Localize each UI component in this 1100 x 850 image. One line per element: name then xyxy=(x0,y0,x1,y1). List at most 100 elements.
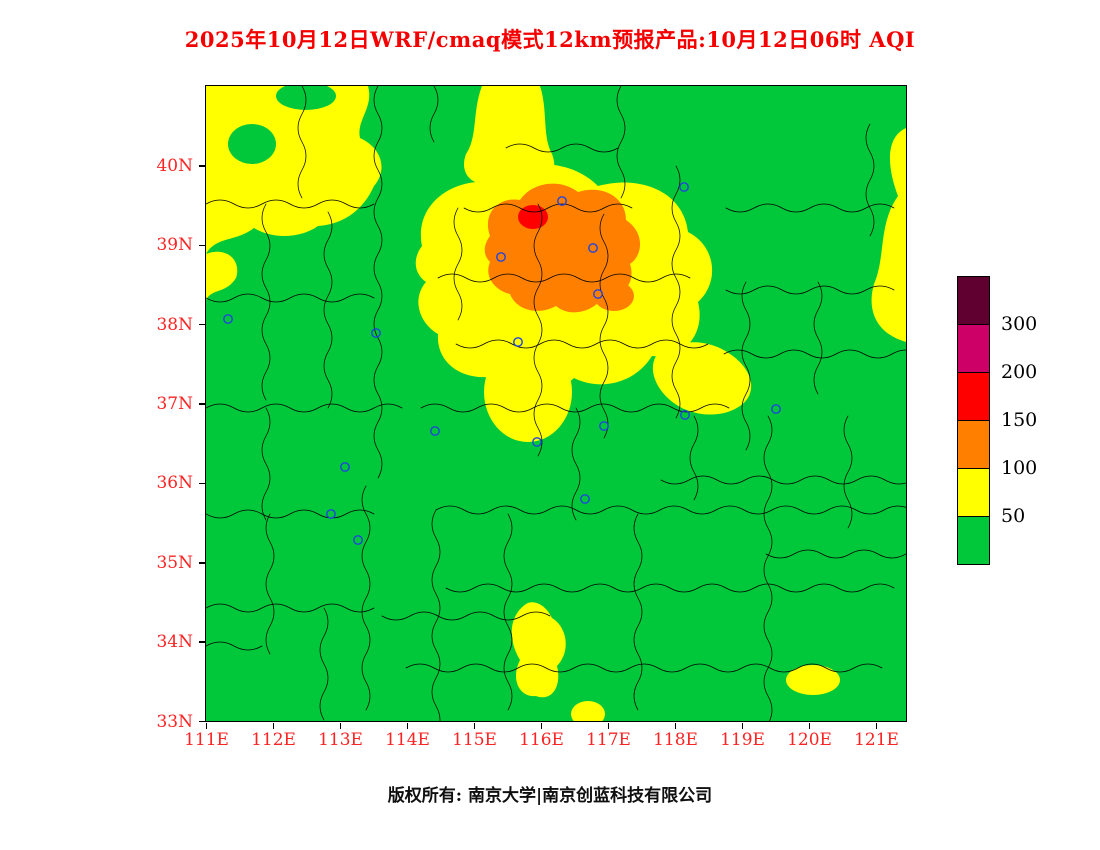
y-tick-mark xyxy=(198,323,205,326)
y-tick-label: 40N xyxy=(156,155,193,176)
station-marker xyxy=(353,535,363,545)
border-line xyxy=(571,407,581,521)
border-line xyxy=(206,199,375,209)
border-line xyxy=(361,485,371,711)
x-tick-label: 120E xyxy=(787,730,832,750)
border-line xyxy=(671,165,681,419)
x-tick-mark xyxy=(741,723,744,729)
station-marker xyxy=(580,494,590,504)
legend-swatch-100-150 xyxy=(957,420,990,469)
station-marker xyxy=(532,437,542,447)
border-line xyxy=(323,211,333,409)
station-marker xyxy=(223,314,233,324)
aqi-forecast-map xyxy=(206,86,906,721)
y-tick-label: 34N xyxy=(156,632,193,653)
border-line xyxy=(435,505,906,515)
aqi-orange-region xyxy=(484,183,641,313)
station-marker xyxy=(513,337,523,347)
border-line xyxy=(319,607,329,721)
administrative-borders xyxy=(206,86,906,721)
border-line xyxy=(813,281,823,395)
border-line xyxy=(725,285,895,295)
border-line xyxy=(723,349,906,359)
legend-swatch-above-300 xyxy=(957,276,990,325)
border-line xyxy=(865,123,875,237)
y-tick-label: 35N xyxy=(156,552,193,573)
station-marker xyxy=(496,252,506,262)
x-tick-mark xyxy=(808,723,811,729)
page-title: 2025年10月12日WRF/cmaq模式12km预报产品:10月12日06时 … xyxy=(184,27,916,52)
border-line xyxy=(206,603,375,613)
legend-label-100: 100 xyxy=(1001,457,1038,479)
border-line xyxy=(616,86,626,199)
border-line xyxy=(765,549,906,559)
y-tick-label: 39N xyxy=(156,235,193,256)
border-line xyxy=(431,509,441,721)
border-line xyxy=(445,583,895,593)
border-line xyxy=(420,403,730,413)
y-tick-label: 33N xyxy=(156,711,193,732)
border-line xyxy=(206,641,263,651)
legend-label-150: 150 xyxy=(1001,409,1038,431)
station-marker xyxy=(593,289,603,299)
border-line xyxy=(463,203,633,213)
legend-swatch-150-200 xyxy=(957,372,990,421)
y-tick-mark xyxy=(198,482,205,485)
x-tick-label: 111E xyxy=(184,730,229,750)
border-line xyxy=(533,203,543,457)
aqi-yellow-regions xyxy=(206,86,906,721)
station-marker xyxy=(557,196,567,206)
border-line xyxy=(843,415,853,529)
border-line xyxy=(206,403,403,413)
x-tick-label: 114E xyxy=(385,730,430,750)
station-marker xyxy=(371,328,381,338)
map-frame xyxy=(205,85,907,722)
border-line xyxy=(725,203,895,213)
station-marker xyxy=(679,182,689,192)
y-tick-mark xyxy=(198,244,205,246)
border-line xyxy=(741,281,751,451)
x-tick-mark xyxy=(674,723,677,729)
aqi-red-core xyxy=(518,205,548,229)
station-marker xyxy=(599,421,609,431)
x-tick-mark xyxy=(339,723,342,729)
legend-label-50: 50 xyxy=(1001,505,1026,527)
legend-swatch-50-100 xyxy=(957,468,990,517)
y-tick-label: 36N xyxy=(156,473,193,494)
y-tick-mark xyxy=(198,641,205,643)
border-line xyxy=(297,86,307,199)
border-line xyxy=(660,475,906,485)
x-tick-mark xyxy=(875,723,878,729)
x-tick-label: 121E xyxy=(854,730,899,750)
station-marker xyxy=(588,243,598,253)
station-marker xyxy=(771,404,781,414)
station-marker xyxy=(326,509,336,519)
station-markers xyxy=(223,182,781,545)
border-line xyxy=(261,203,271,401)
legend-swatch-200-300 xyxy=(957,324,990,373)
border-line xyxy=(265,513,275,655)
x-tick-label: 117E xyxy=(586,730,631,750)
border-line xyxy=(206,293,375,303)
legend-swatch-0-50 xyxy=(957,516,990,565)
y-tick-mark xyxy=(198,720,205,723)
border-line xyxy=(505,143,619,153)
y-tick-mark xyxy=(198,165,205,167)
border-line xyxy=(429,86,439,143)
x-tick-label: 119E xyxy=(720,730,765,750)
x-tick-label: 113E xyxy=(318,730,363,750)
legend-label-200: 200 xyxy=(1001,361,1038,383)
border-line xyxy=(206,509,375,519)
x-tick-mark xyxy=(406,723,409,729)
y-tick-label: 37N xyxy=(156,394,193,414)
border-line xyxy=(599,213,609,439)
y-tick-mark xyxy=(198,403,205,405)
x-tick-mark xyxy=(473,723,476,729)
station-marker xyxy=(430,426,440,436)
x-tick-mark xyxy=(272,723,275,729)
x-tick-label: 112E xyxy=(251,730,296,750)
border-line xyxy=(633,513,643,711)
border-line xyxy=(689,415,699,501)
border-line xyxy=(405,663,883,673)
station-marker xyxy=(680,410,690,420)
